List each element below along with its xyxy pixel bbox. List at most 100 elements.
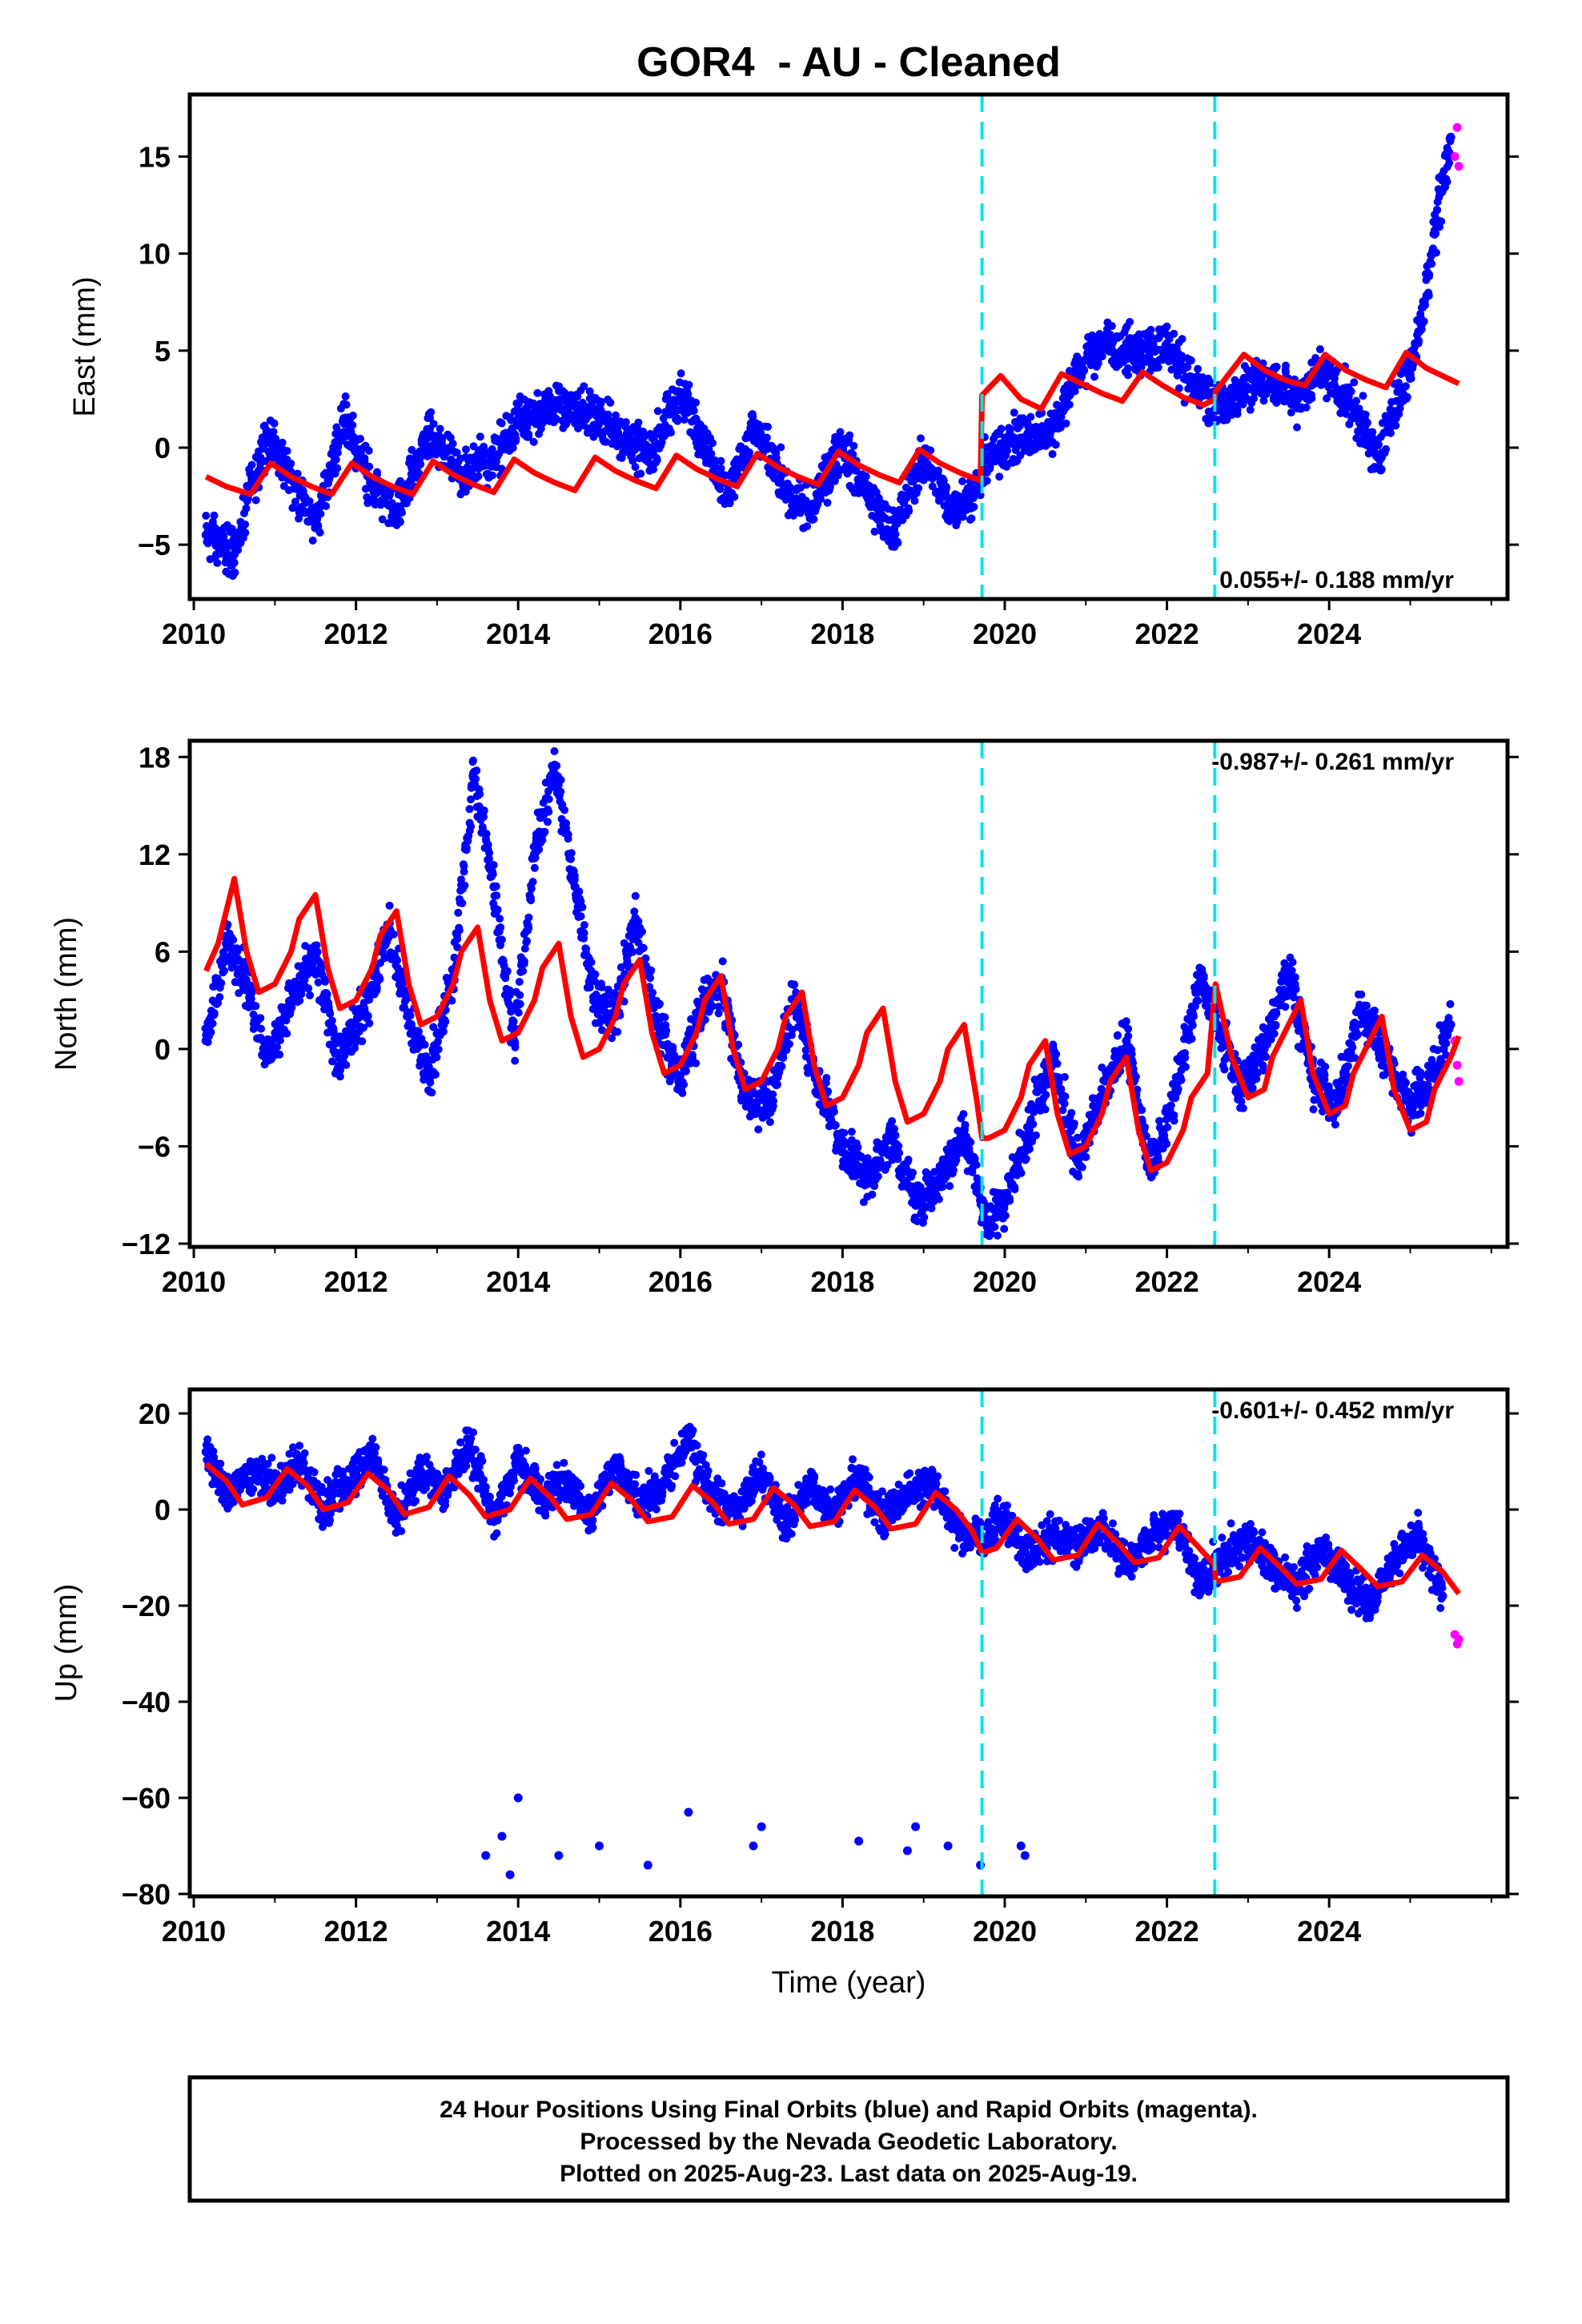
y-tick-label: 10 [139,238,171,271]
data-point [667,428,676,437]
data-point [308,537,317,545]
data-point [1090,372,1098,381]
data-point [773,1080,781,1088]
data-point [352,1033,361,1042]
data-point [308,962,317,971]
data-point [689,407,698,415]
data-point [606,398,615,407]
data-point [570,871,579,880]
data-point [967,514,976,523]
data-point [287,459,295,468]
data-point [562,420,571,428]
data-point [327,1016,336,1025]
data-point [220,967,228,975]
data-point [332,1048,341,1057]
data-point [1382,444,1391,453]
data-point [777,443,785,452]
data-point [765,1118,774,1127]
data-point [530,863,539,872]
data-point [661,1013,669,1022]
data-point [363,499,372,508]
data-point [680,416,689,424]
data-point [331,455,340,464]
data-point [455,926,464,935]
data-point [868,1190,877,1199]
data-point [1074,1172,1083,1181]
east-series-rapid-orbits [1450,123,1464,171]
data-point [836,428,845,436]
data-point [796,1007,805,1015]
east-model-line [204,349,1460,497]
data-point [688,1051,697,1059]
data-point [396,517,404,526]
data-point [1057,1084,1066,1093]
data-point [1029,1120,1038,1128]
data-point [1073,1133,1082,1142]
data-point [540,827,549,836]
data-point [708,1002,717,1011]
data-point [356,434,364,443]
data-point [909,1168,917,1177]
chart-title: GOR4 - AU - Cleaned [636,39,1061,86]
data-point [917,434,925,443]
data-point [891,530,900,539]
data-point [995,472,1004,481]
data-point [1445,134,1454,143]
data-point [958,477,967,485]
data-point [1022,1155,1030,1163]
data-point [585,387,594,396]
data-point [564,830,572,839]
east-plot-area [201,94,1464,599]
data-point [959,1110,968,1119]
data-point [612,411,620,420]
data-point [556,787,565,796]
data-point [234,545,243,554]
data-point [291,497,299,506]
data-point [845,431,854,440]
data-point [1129,1059,1138,1068]
data-point [817,495,825,504]
data-point [997,424,1006,433]
data-point [363,1011,372,1020]
data-point [840,1128,849,1137]
data-point [754,1125,763,1134]
data-point [772,454,781,462]
data-point [1433,206,1442,215]
data-point [1124,371,1132,380]
data-point [580,382,588,391]
data-point [587,958,596,967]
data-point [1414,339,1423,348]
data-point [428,1088,436,1097]
data-point [326,1009,335,1018]
data-point [847,1128,856,1136]
data-point [764,423,772,431]
data-point [779,1053,788,1062]
data-point [939,476,948,485]
data-point [256,1014,265,1023]
data-point [511,1056,520,1065]
data-point [1443,178,1452,186]
data-point [544,807,553,816]
data-point [544,818,552,826]
data-point [1186,356,1195,365]
data-point [652,456,661,464]
data-point [1082,1152,1090,1161]
data-point [484,840,492,849]
data-point [717,456,725,465]
data-point [680,1080,689,1089]
data-point [1051,440,1060,449]
data-point [215,993,224,1002]
data-point [853,1143,862,1152]
data-point [436,424,444,433]
data-point [503,967,512,976]
data-point [659,414,668,423]
data-point [385,901,394,910]
data-point [1114,1031,1122,1039]
data-point [524,923,533,932]
data-point [432,1053,441,1062]
data-point [1272,363,1281,371]
data-point [233,947,242,955]
data-point [769,1096,777,1105]
data-point [1293,423,1301,432]
data-point [1240,376,1248,384]
